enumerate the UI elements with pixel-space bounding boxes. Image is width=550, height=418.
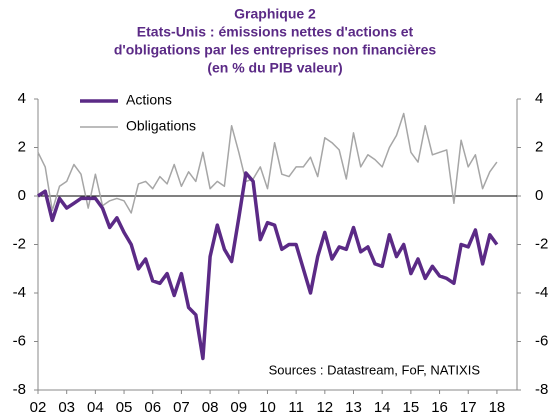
- x-tick-label: 03: [58, 399, 75, 416]
- x-tick-label: 11: [288, 399, 304, 416]
- x-tick-label: 07: [173, 399, 190, 416]
- y-tick-label: 0: [18, 187, 26, 204]
- chart-title: d'obligations par les entreprises non fi…: [114, 42, 437, 58]
- x-tick-label: 12: [316, 399, 333, 416]
- y-tick-label: 4: [18, 90, 26, 107]
- x-tick-label: 06: [144, 399, 161, 416]
- y-tick-label: -8: [13, 381, 26, 398]
- y2-tick-label: 2: [535, 138, 543, 155]
- y2-tick-label: -2: [535, 235, 548, 252]
- annotation: Sources : Datastream, FoF, NATIXIS: [269, 362, 481, 377]
- x-tick-label: 10: [259, 399, 276, 416]
- x-tick-label: 17: [460, 399, 477, 416]
- y2-tick-label: -6: [535, 332, 548, 349]
- x-tick-label: 18: [489, 399, 506, 416]
- x-tick-label: 16: [431, 399, 448, 416]
- chart-title: Etats-Unis : émissions nettes d'actions …: [137, 24, 414, 40]
- y2-tick-label: -4: [535, 284, 548, 301]
- x-tick-label: 14: [374, 399, 391, 416]
- x-tick-label: 05: [116, 399, 133, 416]
- y2-tick-label: -8: [535, 381, 548, 398]
- y-tick-label: -6: [13, 332, 26, 349]
- x-tick-label: 02: [30, 399, 47, 416]
- y-tick-label: -2: [13, 235, 26, 252]
- chart-title: (en % du PIB valeur): [207, 60, 342, 76]
- x-tick-label: 15: [403, 399, 420, 416]
- legend-label: Obligations: [126, 118, 196, 134]
- x-tick-label: 04: [87, 399, 104, 416]
- y2-tick-label: 0: [535, 187, 543, 204]
- legend-label: Actions: [126, 92, 172, 108]
- y2-tick-label: 4: [535, 90, 543, 107]
- x-tick-label: 09: [230, 399, 247, 416]
- x-tick-label: 08: [202, 399, 219, 416]
- y-tick-label: 2: [18, 138, 26, 155]
- series-line: [37, 112, 498, 214]
- y-tick-label: -4: [13, 284, 26, 301]
- chart-title: Graphique 2: [234, 6, 316, 22]
- x-tick-label: 13: [345, 399, 362, 416]
- series-line: [37, 171, 499, 361]
